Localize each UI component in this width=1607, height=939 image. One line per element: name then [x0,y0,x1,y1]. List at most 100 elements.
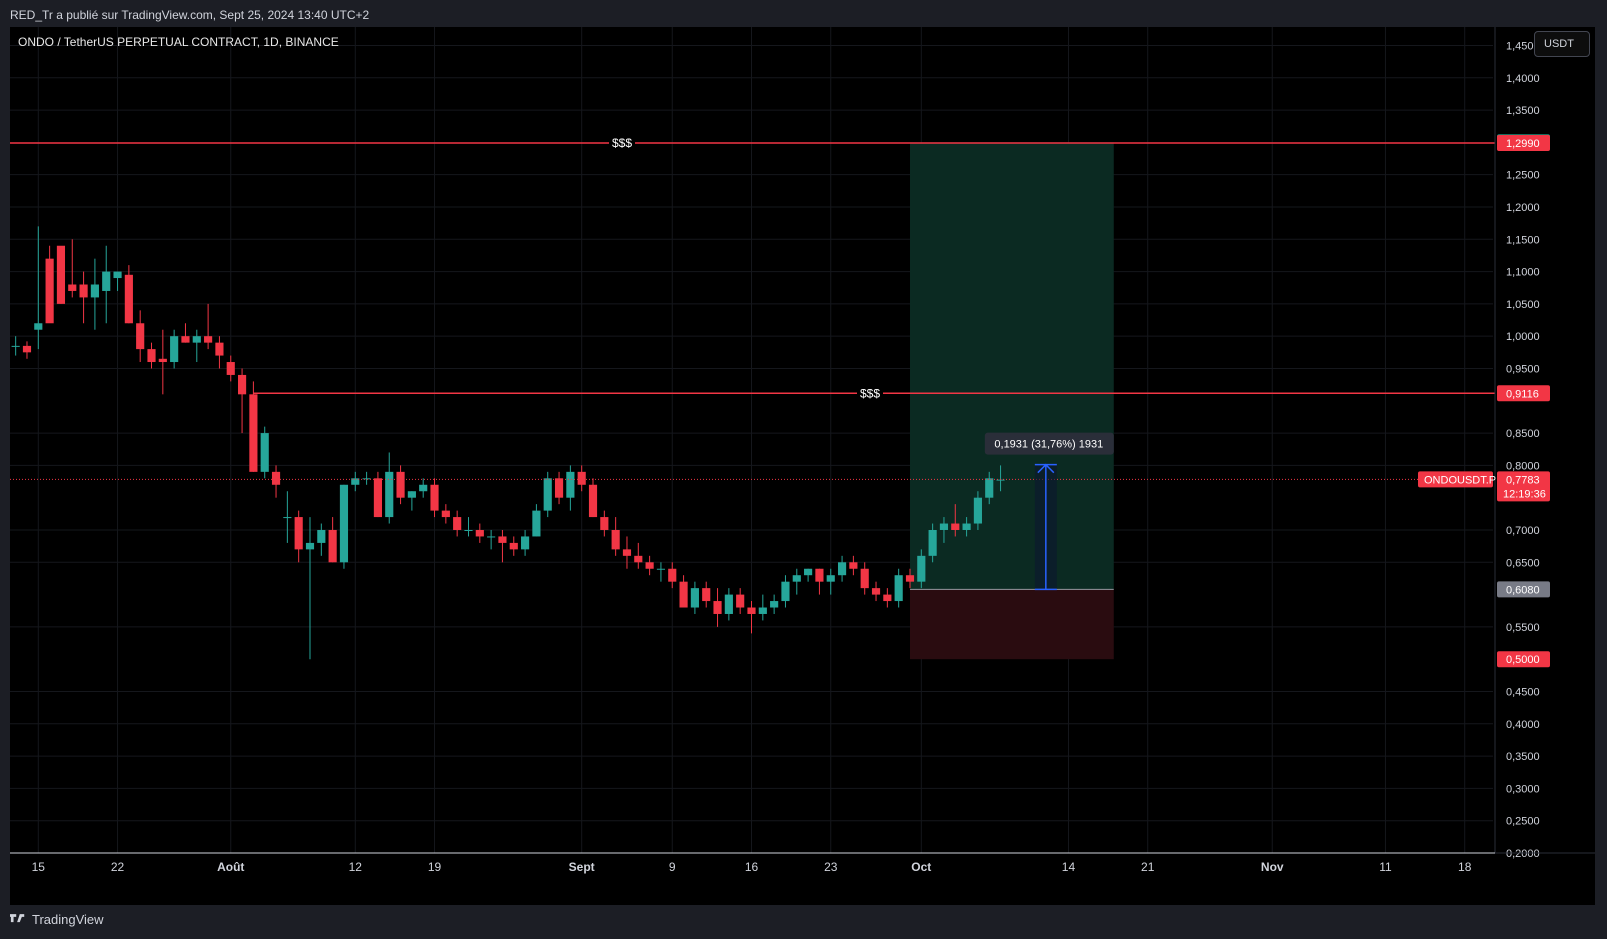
symbol-tag: ONDOUSDT.P [1424,474,1496,486]
time-tick: 12 [349,860,363,874]
candle-body [883,594,892,602]
candle-body [713,601,722,614]
candle-body [645,562,654,569]
candle-body [475,529,484,537]
candle-body [702,588,711,602]
candle-body [736,594,745,608]
measure-label-bg [984,432,1114,455]
footer: TradingView [10,912,104,927]
profit-zone [909,142,1114,590]
symbol-title[interactable]: ONDO / TetherUS PERPETUAL CONTRACT, 1D, … [18,35,339,49]
candle-body [668,568,677,582]
price-tick: 0,5500 [1506,622,1540,634]
time-tick: Oct [911,860,931,874]
level-label-bg [609,135,635,152]
candle-body [68,284,77,291]
candle-body [770,601,779,608]
time-tick: 18 [1458,860,1472,874]
candle-body [45,258,54,324]
price-tick: 1,2500 [1506,170,1540,182]
candle-body [724,594,733,614]
candle-body [283,517,292,519]
candle-body [11,345,20,347]
candle-body [124,274,133,324]
candle-body [464,529,473,531]
measure-label: 0,1931 (31,76%) 1931 [994,439,1103,451]
time-tick: 15 [32,860,46,874]
measure-arrow-icon [1037,463,1055,474]
publish-credit: RED_Tr a publié sur TradingView.com, Sep… [10,8,370,22]
candle-body [905,575,915,582]
price-tick: 0,8000 [1506,460,1540,472]
level-label-bg [857,385,883,402]
candle-body [271,471,281,485]
candle-body [985,478,994,498]
candle-body [147,349,156,363]
candle-body [973,497,982,524]
candle-body [204,336,213,343]
upper-level-tag: 1,2990 [1506,138,1540,150]
last-price-tag-bg [1497,471,1550,502]
price-chart[interactable]: $$$ $$$ 0,1931 (31,76%) 1931 1,4500 1,4000 1,… [10,27,1595,905]
candle-body [430,484,439,511]
mid-level-tag-bg [1497,385,1550,402]
countdown-timer: 12:19:36 [1503,488,1546,500]
price-tick: 0,3000 [1506,783,1540,795]
price-tick: 0,2000 [1506,848,1540,860]
price-tick: 0,4000 [1506,719,1540,731]
candle-body [792,575,801,582]
candle-body [328,529,337,563]
time-tick: 19 [428,860,442,874]
candle-body [158,358,167,363]
stop-price-tag-bg [1497,651,1550,668]
candle-body [181,336,190,343]
price-tick: 0,3500 [1506,751,1540,763]
price-tick: 1,0000 [1506,331,1540,343]
candle-body [917,555,926,582]
candle-body [951,523,960,530]
candle-body [826,575,835,582]
chart-pane[interactable]: $$$ $$$ 0,1931 (31,76%) 1931 1,4500 1,4000 1,… [10,27,1595,905]
candle-body [600,517,609,530]
symbol-tag-bg [1418,471,1493,488]
candle-body [611,529,620,550]
tradingview-logo-icon[interactable] [10,914,26,925]
currency-button[interactable]: USDT [1534,31,1590,57]
candle-body [996,479,1005,481]
candle-body [849,562,858,569]
price-tick: 1,4500 [1506,40,1540,52]
time-tick: 21 [1141,860,1155,874]
candle-body [90,284,99,298]
candle-body [362,478,371,480]
stop-price-tag: 0,5000 [1506,654,1540,666]
tradingview-brand[interactable]: TradingView [32,912,104,927]
candle-body [396,471,405,498]
candle-body [305,542,315,550]
candle-body [815,568,824,582]
candle-body [419,484,428,492]
candle-body [407,491,416,498]
level-label: $$$ [860,386,880,400]
candle-body [260,433,269,472]
candle-body [962,523,971,530]
price-tick: 0,9500 [1506,363,1540,375]
candle-body [588,484,598,518]
candle-body [871,588,881,595]
candle-body [226,362,235,375]
price-tick: 0,8500 [1506,428,1540,440]
candle-body [79,284,88,298]
price-tick: 0,7000 [1506,525,1540,537]
time-tick: 22 [111,860,125,874]
time-tick: 23 [824,860,838,874]
candle-body [441,510,450,518]
price-tick: 0,6500 [1506,557,1540,569]
candle-body [566,471,575,498]
candle-body [928,529,937,556]
candle-body [249,394,258,472]
candle-body [509,542,518,550]
price-tick: 1,3500 [1506,105,1540,117]
time-tick: Nov [1261,860,1284,874]
candle-body [192,336,201,343]
candle-body [22,345,32,353]
price-tick: 1,0500 [1506,299,1540,311]
